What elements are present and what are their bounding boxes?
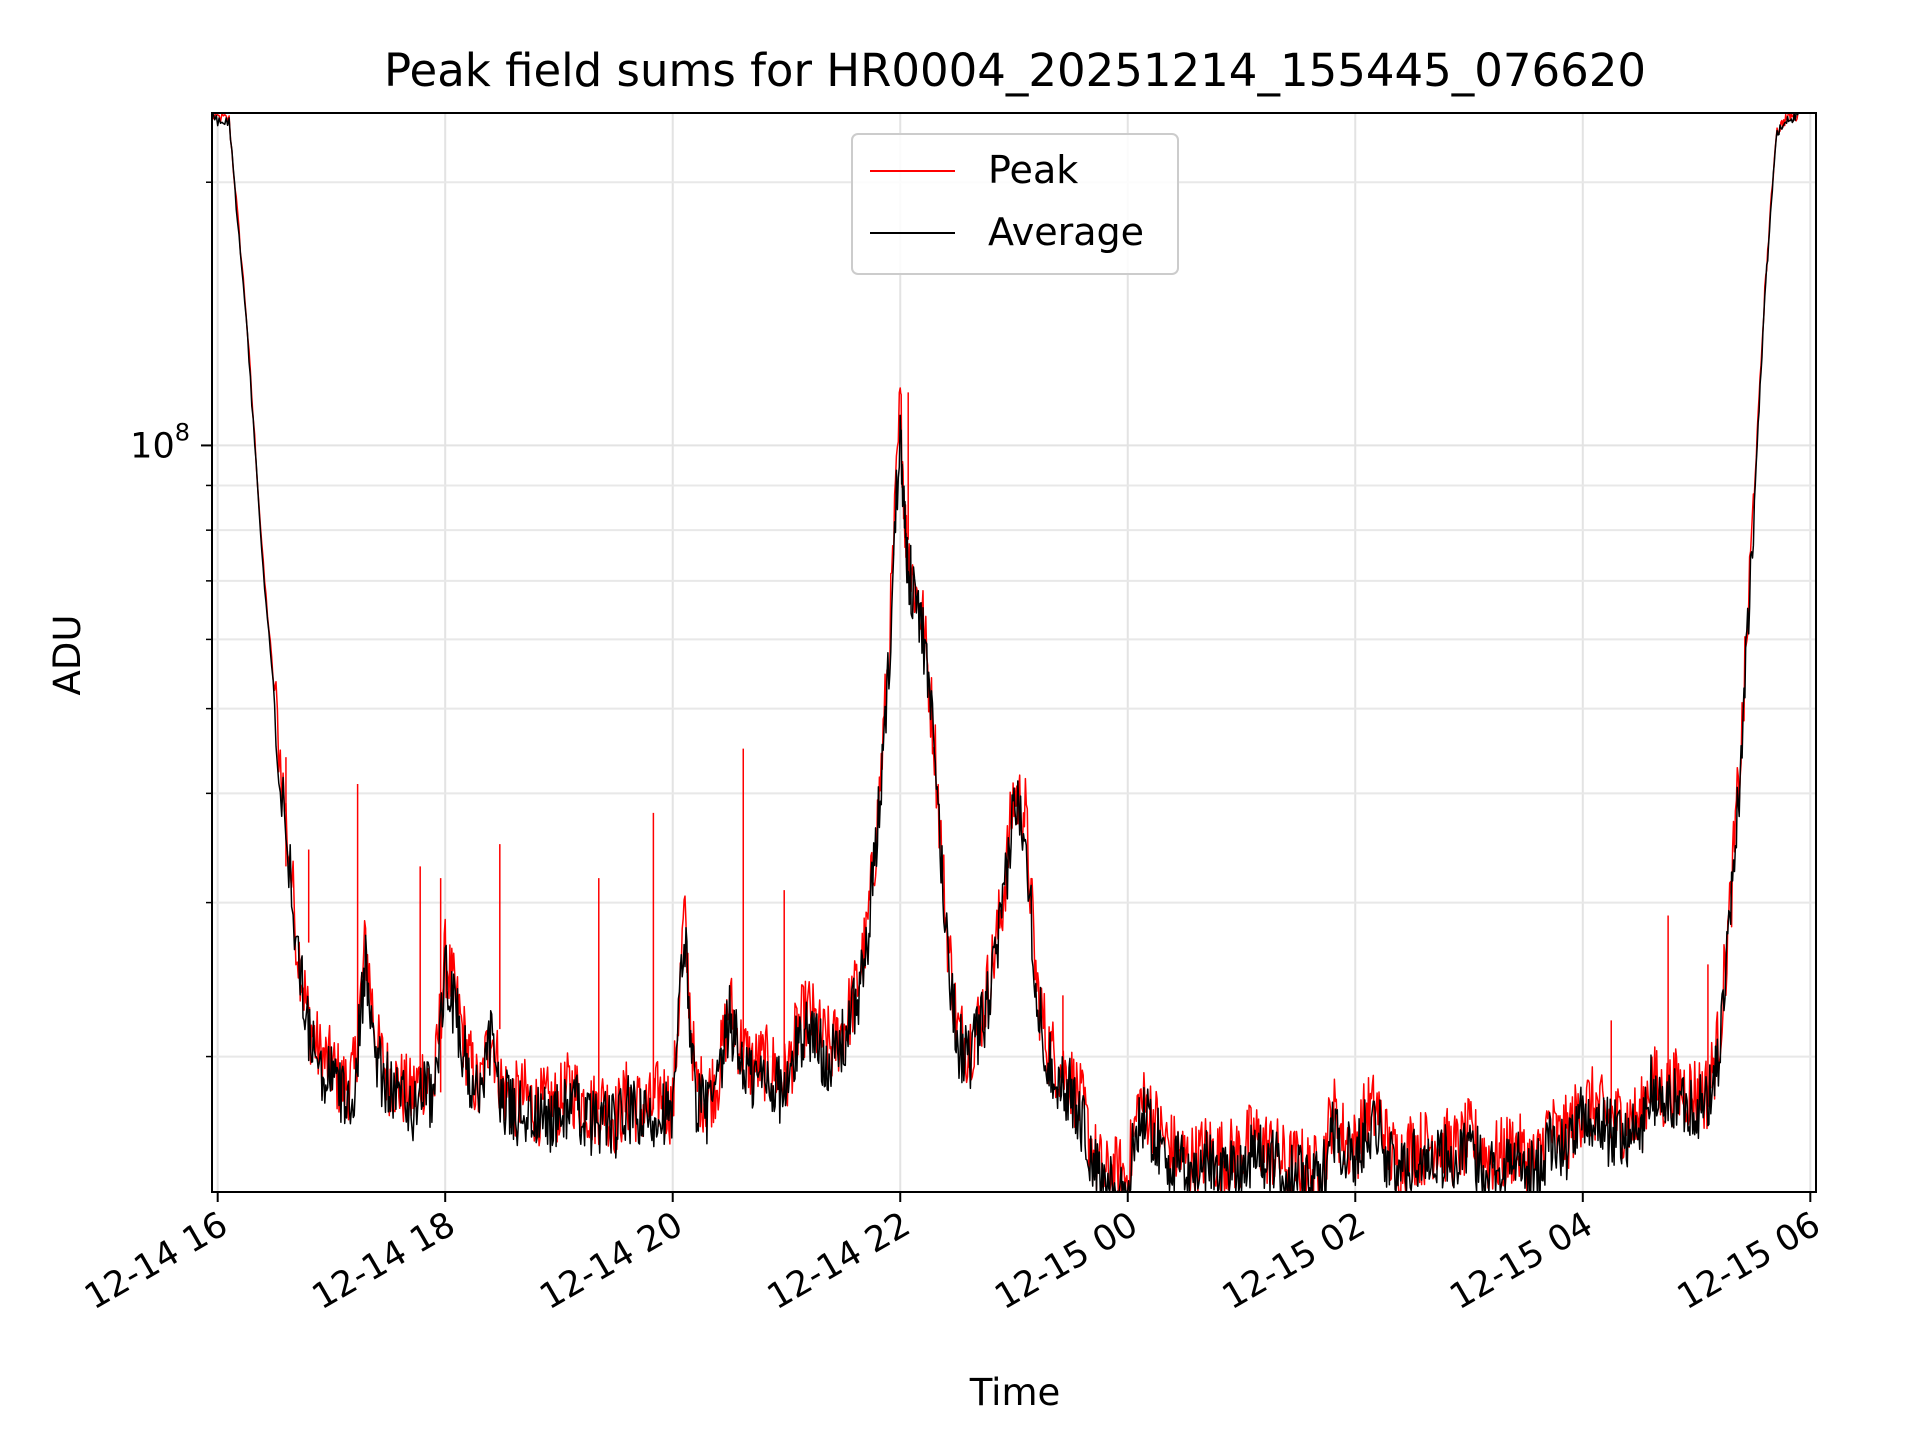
y-tick-label: 108 <box>130 418 190 466</box>
plot-frame <box>211 112 1817 1193</box>
x-axis-label: Time <box>969 1371 1061 1414</box>
legend-peak-label: Peak <box>988 148 1078 192</box>
chart-title: Peak field sums for HR0004_20251214_1554… <box>384 44 1646 97</box>
y-axis: 108 <box>130 181 212 1058</box>
legend: Peak Average <box>851 133 1179 275</box>
series-layer <box>212 113 1799 1192</box>
plot-area <box>212 113 1799 1192</box>
series-average-line <box>212 113 1799 1192</box>
legend-average-label: Average <box>988 210 1144 254</box>
y-axis-label: ADU <box>46 615 89 696</box>
legend-box <box>851 133 1179 275</box>
y-tick-base: 10 <box>130 426 175 466</box>
y-tick-exponent: 8 <box>175 418 190 446</box>
